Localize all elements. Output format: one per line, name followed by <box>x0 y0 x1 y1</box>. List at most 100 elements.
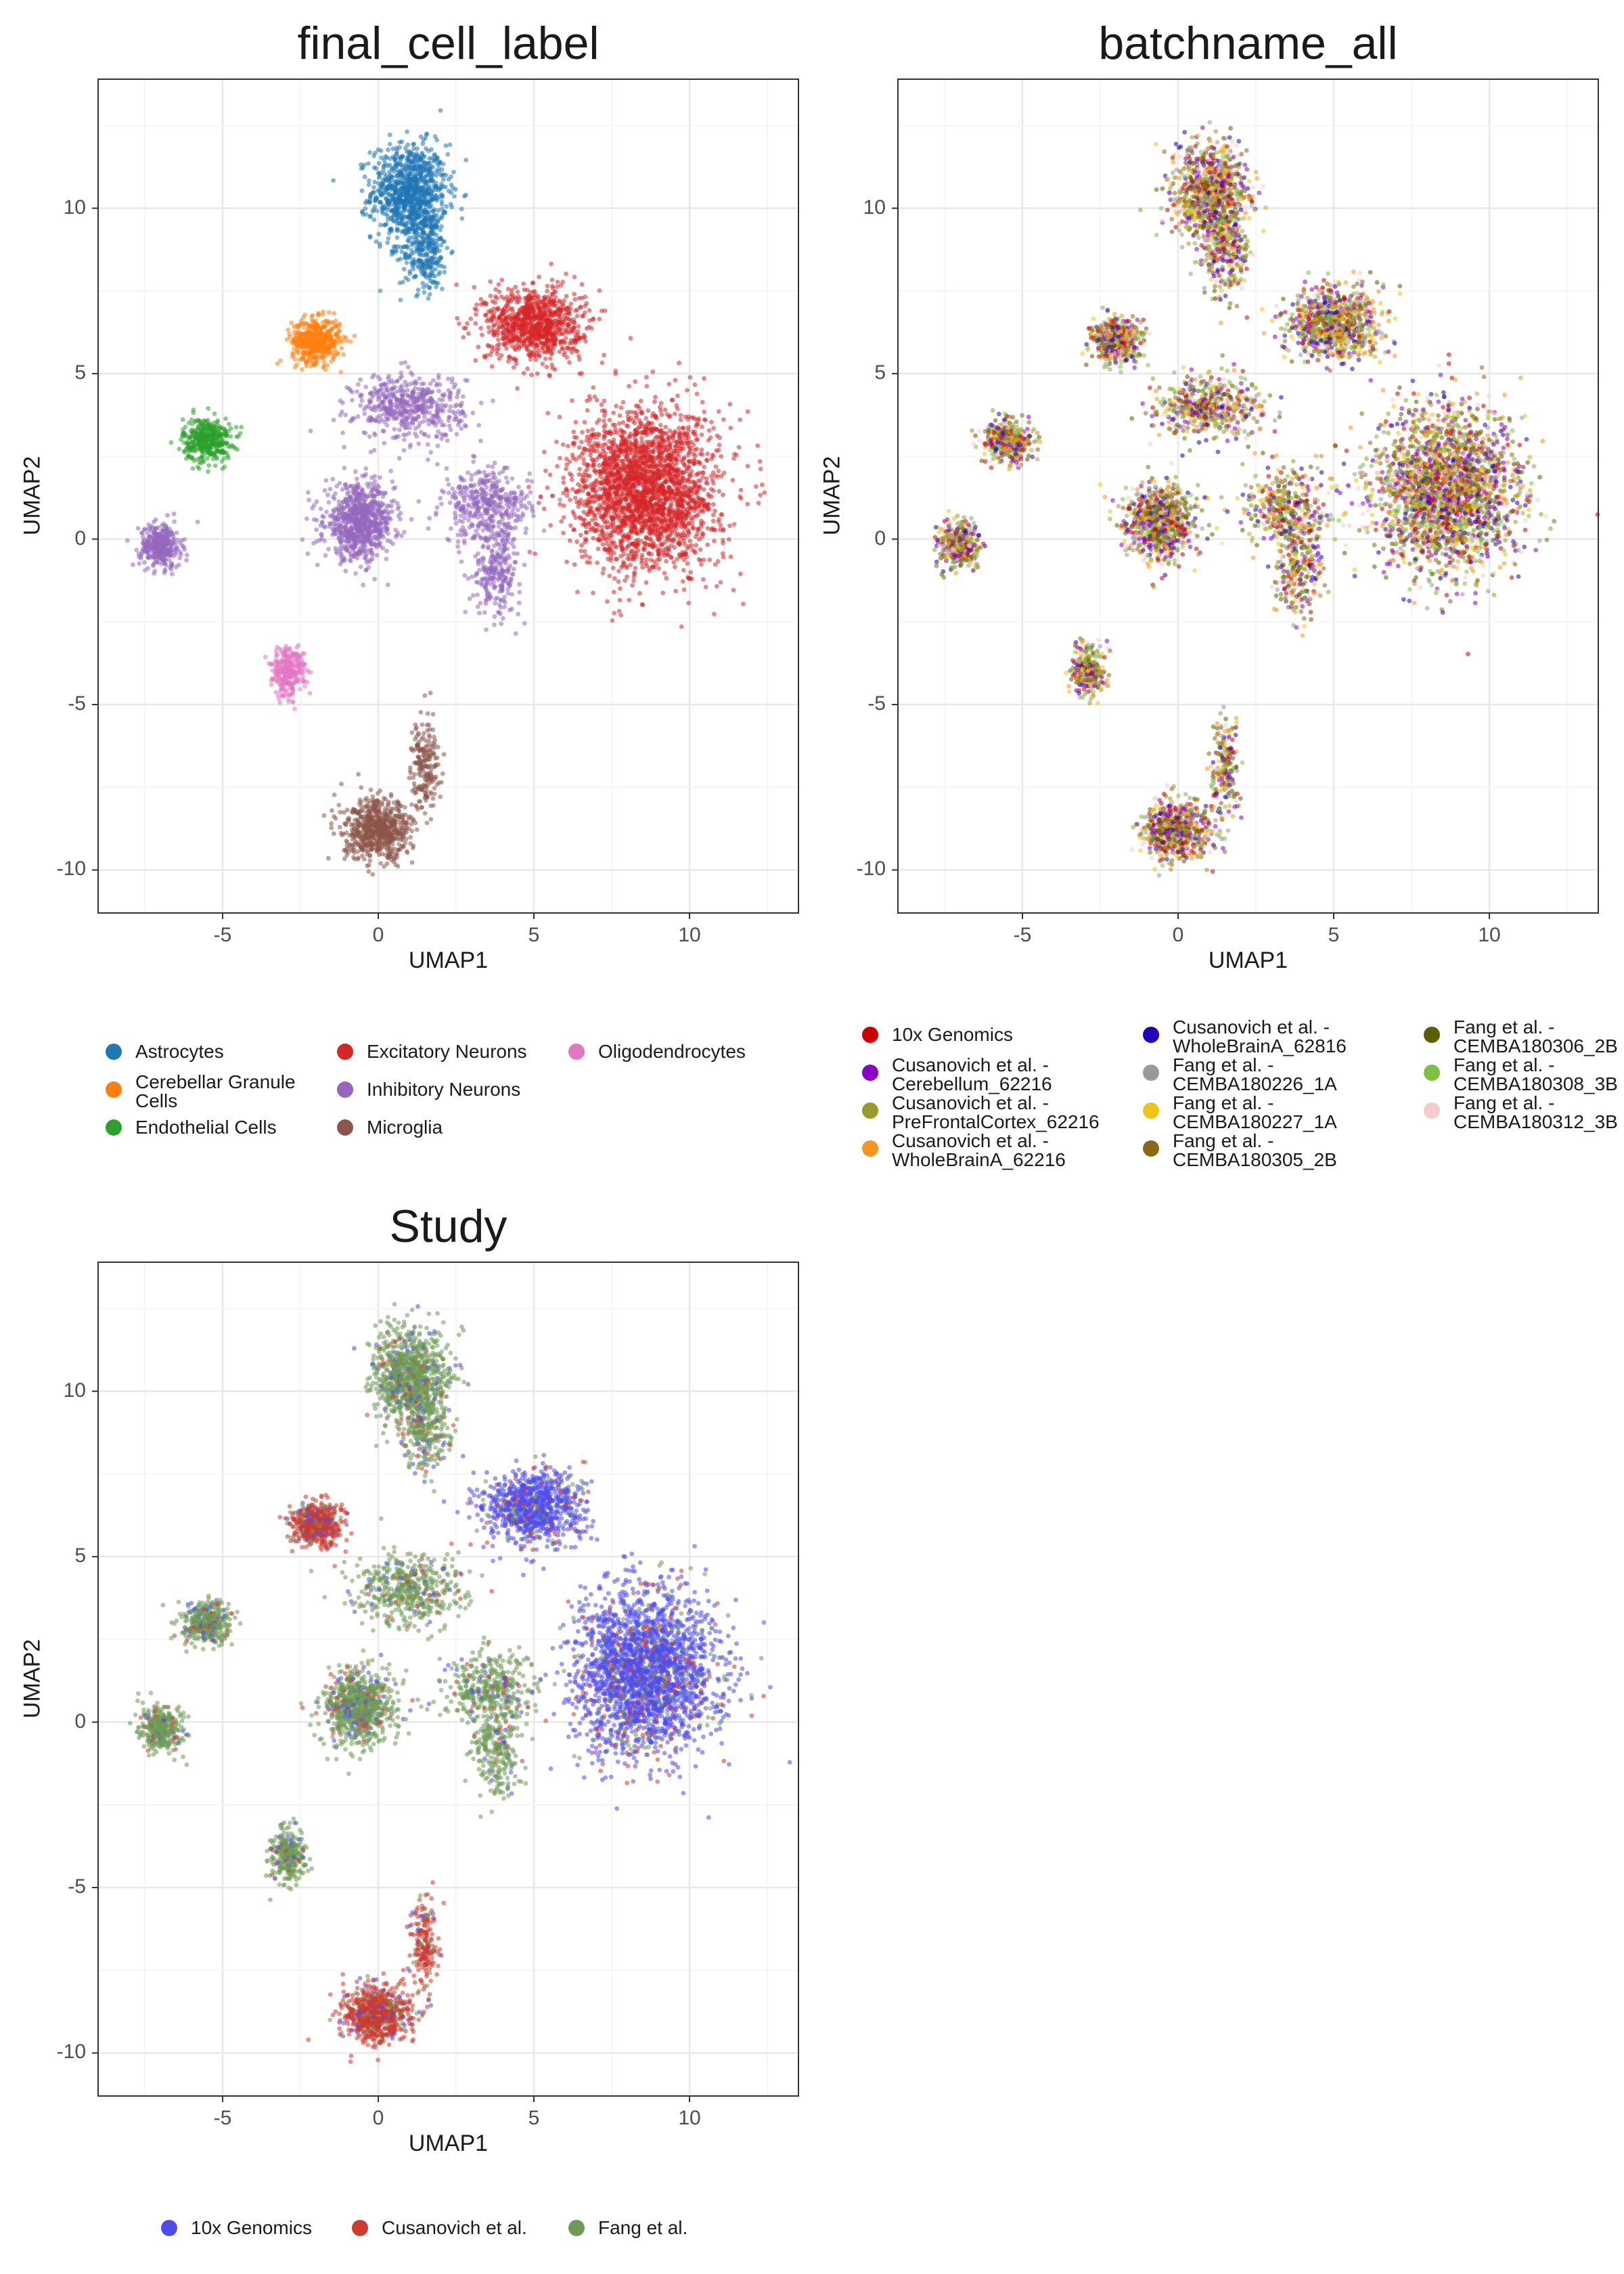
data-point <box>220 442 225 447</box>
data-point <box>383 161 388 166</box>
data-point <box>489 525 495 531</box>
data-point <box>366 200 371 204</box>
data-point <box>491 398 495 403</box>
data-point <box>304 351 309 357</box>
data-point <box>511 495 516 501</box>
data-point <box>206 469 210 474</box>
data-point <box>414 240 419 245</box>
data-point <box>142 560 148 565</box>
x-tick-label: 0 <box>351 924 405 947</box>
data-point <box>374 418 379 424</box>
data-point <box>435 420 440 425</box>
data-point <box>140 530 145 535</box>
data-point <box>394 167 399 172</box>
data-point <box>358 564 363 569</box>
data-point <box>379 155 384 160</box>
data-point <box>399 370 404 376</box>
data-point <box>447 395 453 399</box>
data-point <box>443 210 448 215</box>
data-point <box>305 551 311 556</box>
data-point <box>397 427 402 432</box>
data-point <box>405 230 411 236</box>
data-point <box>439 224 444 229</box>
data-point <box>483 585 489 590</box>
data-point <box>366 535 371 540</box>
data-point <box>480 518 486 522</box>
data-point <box>384 422 390 428</box>
data-point <box>435 196 440 201</box>
data-point <box>502 466 507 471</box>
data-point <box>439 167 445 173</box>
data-point <box>409 516 414 522</box>
data-point <box>139 554 143 558</box>
data-point <box>583 303 588 309</box>
data-point <box>354 476 359 481</box>
data-point <box>525 478 530 483</box>
data-point <box>366 182 371 187</box>
data-point <box>367 416 371 421</box>
data-point <box>386 147 390 152</box>
data-point <box>384 548 389 554</box>
data-point <box>489 514 494 519</box>
data-point <box>330 476 336 482</box>
data-point <box>342 482 348 487</box>
data-point <box>472 285 477 290</box>
data-point <box>430 187 435 193</box>
data-point <box>378 288 383 294</box>
data-point <box>204 438 209 443</box>
data-point <box>503 561 508 566</box>
data-point <box>508 491 513 497</box>
x-axis-title: UMAP1 <box>898 948 1598 974</box>
data-point <box>386 200 391 206</box>
data-point <box>376 536 381 541</box>
data-point <box>448 390 453 395</box>
data-point <box>468 511 473 516</box>
data-point <box>541 528 547 533</box>
data-point <box>344 338 349 343</box>
legend-label: Microglia <box>367 1118 443 1137</box>
data-point <box>380 181 386 187</box>
data-point <box>480 522 486 527</box>
data-point <box>505 570 511 575</box>
data-point <box>437 161 442 166</box>
data-point <box>373 388 378 394</box>
data-point <box>493 491 498 496</box>
legend-label: Astrocytes <box>135 1042 224 1061</box>
data-point <box>447 490 451 495</box>
data-point <box>499 542 503 548</box>
data-point <box>363 466 369 471</box>
data-point <box>428 265 433 269</box>
data-point <box>450 249 455 254</box>
data-point <box>390 184 394 190</box>
data-point <box>513 518 518 523</box>
data-point <box>200 458 206 463</box>
data-point <box>420 406 426 411</box>
data-point <box>450 495 455 500</box>
data-point <box>426 434 431 439</box>
data-point <box>438 501 444 506</box>
data-point <box>199 447 204 451</box>
data-point <box>367 196 373 200</box>
data-point <box>228 445 233 449</box>
data-point <box>294 349 300 355</box>
data-point <box>418 220 424 225</box>
panel-title: final_cell_label <box>98 17 798 70</box>
data-point <box>405 393 410 398</box>
data-point <box>422 393 426 398</box>
data-point <box>405 403 410 408</box>
data-point <box>420 248 425 252</box>
data-point <box>485 578 491 583</box>
data-point <box>373 194 378 200</box>
data-point <box>316 311 321 316</box>
data-point <box>206 463 212 468</box>
data-point <box>392 426 397 432</box>
data-point <box>370 208 376 214</box>
data-point <box>384 388 389 393</box>
data-point <box>434 224 439 229</box>
data-point <box>315 562 320 567</box>
data-point <box>376 507 381 512</box>
data-point <box>416 405 421 409</box>
data-point <box>471 459 476 464</box>
data-point <box>523 530 528 535</box>
data-point <box>495 554 501 560</box>
